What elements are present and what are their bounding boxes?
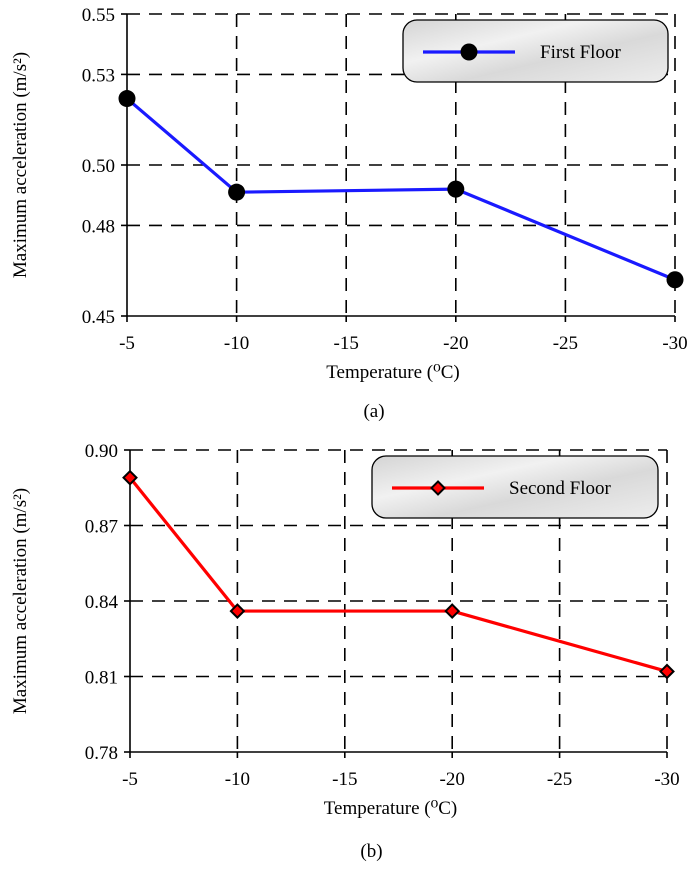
p2-x-axis-title: Temperature (⁰C) <box>324 798 457 819</box>
p1-data-point <box>447 180 465 198</box>
p2-x-tick-label: -25 <box>547 769 572 790</box>
p2-y-axis-title: Maximum acceleration (m/s²) <box>10 488 31 714</box>
p2-legend-marker <box>430 480 446 496</box>
p1-data-point <box>228 183 246 201</box>
p2-x-tick-label: -5 <box>122 769 138 790</box>
p2-x-tick-label: -15 <box>332 769 357 790</box>
p1-y-tick-label: 0.53 <box>82 65 115 86</box>
p1-y-tick-label: 0.50 <box>82 156 115 177</box>
p2-data-point <box>229 603 246 619</box>
p1-x-tick-label: -10 <box>224 333 249 354</box>
p2-data-point <box>659 663 675 680</box>
p1-data-point <box>666 271 684 289</box>
p2-x-tick-label: -10 <box>225 769 250 790</box>
p1-legend-marker <box>460 43 478 61</box>
p1-x-tick-label: -5 <box>119 333 135 354</box>
p2-x-tick-label: -20 <box>440 769 465 790</box>
p1-caption: (a) <box>363 401 384 422</box>
p2-y-tick-label: 0.87 <box>85 517 118 538</box>
p1-y-tick-label: 0.45 <box>82 307 115 328</box>
p1-x-tick-label: -15 <box>334 333 359 354</box>
p1-legend-label: First Floor <box>540 42 621 63</box>
p2-y-tick-label: 0.90 <box>85 441 118 462</box>
p1-x-tick-label: -25 <box>553 333 578 354</box>
p2-x-tick-label: -30 <box>654 769 679 790</box>
p1-series-line <box>125 97 676 282</box>
p1-data-point <box>118 90 136 108</box>
p1-y-tick-label: 0.55 <box>82 5 115 26</box>
p2-caption: (b) <box>360 841 382 862</box>
p2-data-point <box>444 603 461 619</box>
p2-data-point <box>122 469 138 486</box>
p2-legend-label: Second Floor <box>509 478 612 499</box>
p1-legend-box <box>402 19 669 83</box>
p2-legend-box <box>371 455 659 519</box>
p2-y-tick-label: 0.84 <box>85 592 119 613</box>
p2-y-tick-label: 0.78 <box>85 743 118 764</box>
p1-x-axis-title: Temperature (⁰C) <box>326 362 459 383</box>
p1-x-tick-label: -30 <box>662 333 687 354</box>
p1-y-axis-title: Maximum acceleration (m/s²) <box>10 52 31 278</box>
p2-y-tick-label: 0.81 <box>85 668 118 689</box>
p1-x-tick-label: -20 <box>443 333 468 354</box>
p2-series-line <box>128 476 668 674</box>
p1-y-tick-label: 0.48 <box>82 216 115 237</box>
